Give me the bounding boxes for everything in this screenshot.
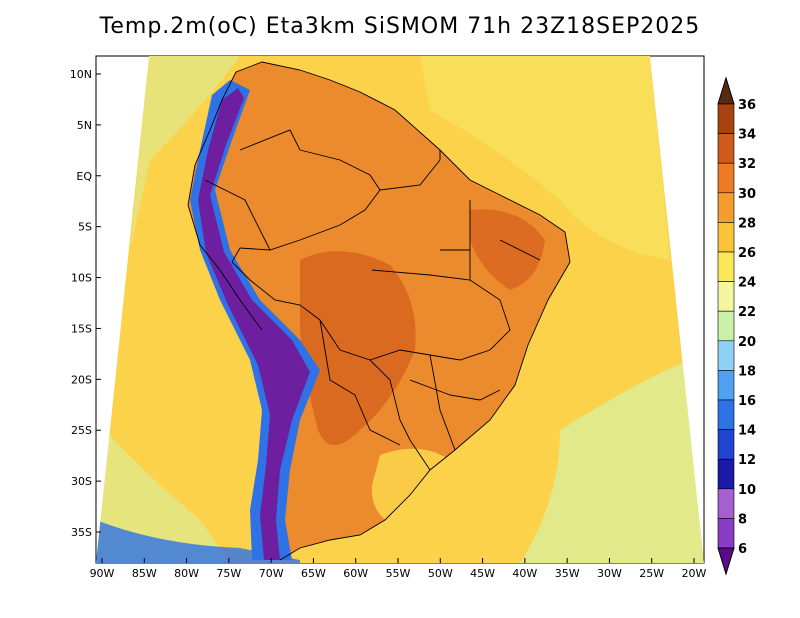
ocean-cool-southeast — [520, 360, 704, 563]
interior-border-f — [204, 129, 301, 251]
colorbar: 6 8 10 12 14 16 18 20 22 24 26 28 30 32 34 36 — [717, 76, 756, 576]
colorbar-level-label: 10 — [738, 483, 756, 498]
colorbar-box — [717, 429, 735, 460]
map-title: Temp.2m(oC) Eta3km SiSMOM 71h 23Z18SEP20… — [99, 14, 701, 39]
colorbar-box — [717, 370, 735, 401]
lon-tick-label: 30W — [597, 567, 622, 580]
ocean-cool-northwest — [130, 56, 240, 250]
ocean-cool-southwest — [96, 420, 230, 563]
lon-tick-label: 85W — [132, 567, 157, 580]
colorbar-box — [717, 399, 735, 430]
colorbar-level-label: 20 — [738, 335, 756, 350]
lon-tick-label: 75W — [216, 567, 241, 580]
latitude-axis: 10N 5N EQ 5S 10S 15S 20S 25S 30S 35S — [70, 68, 101, 539]
interior-border-d — [440, 200, 541, 280]
lon-tick-label: 70W — [259, 567, 284, 580]
colorbar-level-label: 22 — [738, 305, 756, 320]
colorbar-high-arrow — [717, 76, 735, 105]
lon-tick-label: 55W — [386, 567, 411, 580]
lat-tick-label: EQ — [76, 170, 92, 183]
interior-border-a — [379, 150, 441, 191]
lon-tick-label: 40W — [512, 567, 537, 580]
colorbar-low-arrow — [717, 547, 735, 576]
longitude-axis: 90W 85W 80W 75W 70W 65W 60W 55W 50W 45W 40W 35W 30W 2… — [90, 558, 707, 580]
lon-tick-label: 45W — [470, 567, 495, 580]
colorbar-box — [717, 340, 735, 371]
colorbar-level-label: 18 — [738, 364, 756, 379]
lat-tick-label: 10N — [70, 68, 92, 81]
colorbar-level-label: 16 — [738, 394, 756, 409]
colorbar-box — [717, 162, 735, 194]
colorbar-level-label: 36 — [738, 98, 756, 113]
interior-border-b — [319, 319, 401, 446]
colorbar-box — [717, 222, 735, 253]
colorbar-box — [717, 192, 735, 223]
coastline — [187, 61, 571, 561]
colorbar-level-label: 8 — [738, 512, 747, 527]
lon-tick-label: 90W — [90, 567, 115, 580]
lon-tick-label: 50W — [428, 567, 453, 580]
colorbar-box — [717, 518, 735, 549]
lat-tick-label: 5S — [78, 221, 92, 234]
colorbar-level-label: 32 — [738, 157, 756, 172]
colorbar-level-label: 28 — [738, 216, 756, 231]
colorbar-box — [717, 281, 735, 312]
ocean-mild-north — [420, 56, 670, 260]
interior-border-c — [369, 269, 511, 361]
interior-border-e — [409, 354, 501, 451]
ocean-cold-edge-south — [96, 520, 300, 563]
lat-tick-label: 35S — [71, 526, 92, 539]
lat-tick-label: 20S — [71, 373, 92, 386]
lon-tick-label: 20W — [682, 567, 707, 580]
lat-tick-label: 30S — [71, 475, 92, 488]
brazil-border — [231, 149, 431, 471]
lat-tick-label: 10S — [71, 272, 92, 285]
colorbar-level-label: 12 — [738, 453, 756, 468]
temperature-field — [96, 56, 704, 563]
colorbar-box — [717, 103, 735, 134]
colorbar-level-label: 24 — [738, 276, 756, 291]
northeast-hot-zone — [470, 209, 545, 290]
lon-tick-label: 65W — [301, 567, 326, 580]
lon-tick-label: 25W — [639, 567, 664, 580]
country-borders — [187, 61, 571, 561]
southern-brazil-mild — [371, 448, 450, 525]
colorbar-box — [717, 310, 735, 342]
lon-tick-label: 35W — [555, 567, 580, 580]
colorbar-box — [717, 488, 735, 519]
colorbar-level-label: 26 — [738, 246, 756, 261]
colorbar-box — [717, 251, 735, 282]
lon-tick-label: 60W — [343, 567, 368, 580]
colorbar-level-label: 30 — [738, 187, 756, 202]
colorbar-level-label: 14 — [738, 424, 756, 439]
colorbar-level-label: 6 — [738, 542, 747, 557]
lat-tick-label: 15S — [71, 322, 92, 335]
colorbar-level-label: 34 — [738, 128, 756, 143]
lat-tick-label: 25S — [71, 424, 92, 437]
colorbar-box — [717, 133, 735, 164]
interior-hot-zone — [300, 251, 416, 445]
colorbar-box — [717, 458, 735, 490]
andes-cold-core — [198, 88, 310, 560]
lat-tick-label: 5N — [77, 119, 92, 132]
lon-tick-label: 80W — [174, 567, 199, 580]
